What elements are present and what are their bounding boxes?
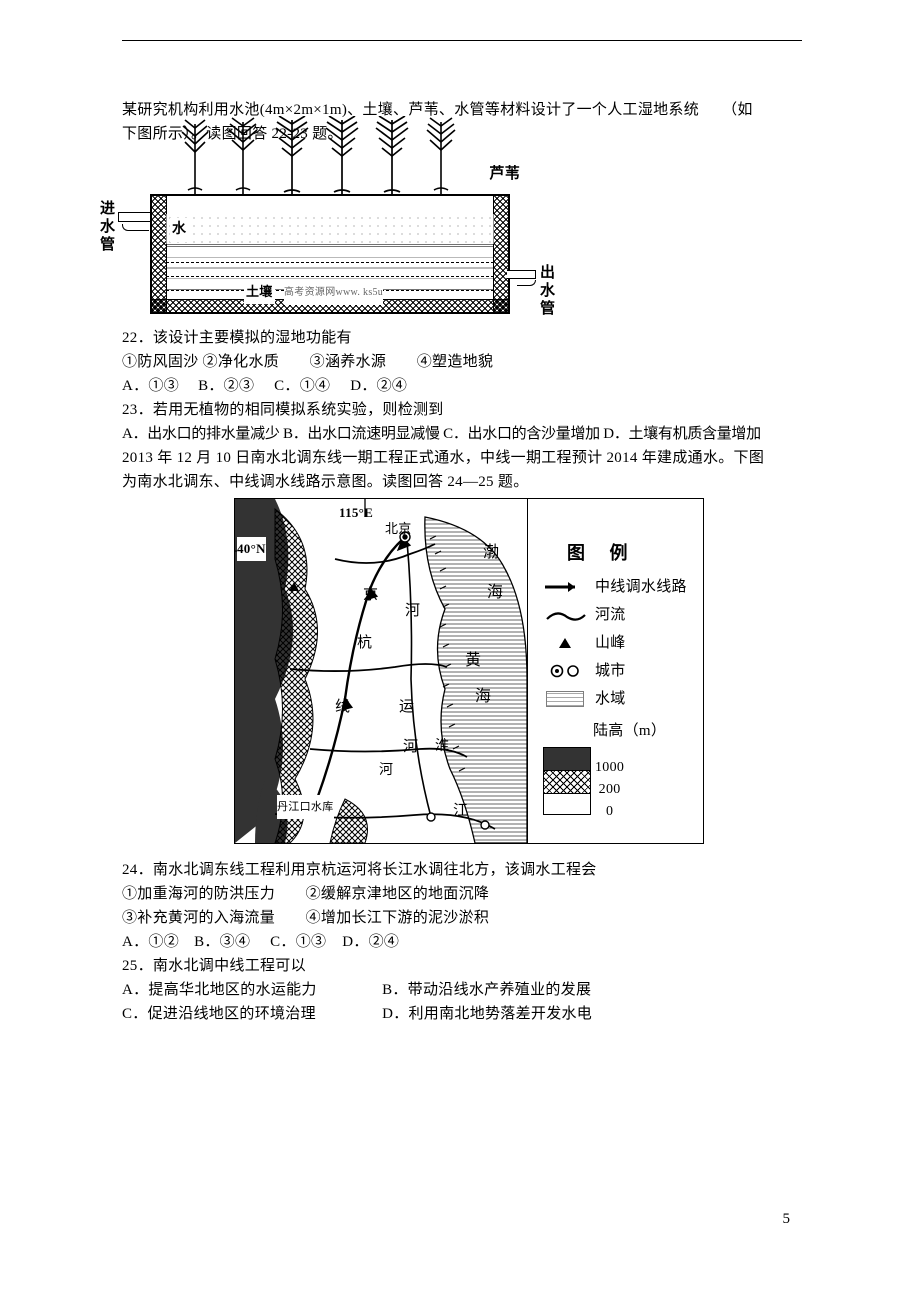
map-label-he1: 河	[405, 599, 420, 623]
alt-seg-low	[544, 794, 590, 814]
reed-2	[226, 116, 260, 194]
q25-opt-a: A．提高华北地区的水运能力	[122, 978, 378, 1002]
map-legend-panel: 图 例 中线调水线路 河流	[529, 499, 703, 843]
inlet-pipe-shape	[118, 212, 153, 222]
label-watermark: 高考资源网www. ks5u	[284, 281, 383, 305]
q22-opt-c: C．①④	[274, 374, 346, 398]
alt-seg-mid	[544, 771, 590, 794]
q22-options: A．①③ B．②③ C．①④ D．②④	[122, 374, 816, 398]
map-label-yun: 运	[399, 695, 414, 719]
page-number: 5	[783, 1211, 791, 1228]
reed-1	[178, 116, 212, 194]
legend-label-city: 城市	[595, 659, 626, 683]
route-arrow-icon	[543, 579, 587, 595]
soil-dash-1	[166, 262, 494, 264]
legend-alt-labels: 1000 200 0	[595, 757, 624, 823]
map-label-djksk: 丹江口水库	[277, 795, 334, 819]
q25-stem: 25．南水北调中线工程可以	[122, 954, 816, 978]
label-soil: 土壤	[244, 280, 275, 304]
q22-stem: 22．该设计主要模拟的湿地功能有	[122, 326, 816, 350]
q25-opt-d: D．利用南北地势落差开发水电	[382, 1002, 592, 1026]
legend-row-city: 城市	[543, 659, 626, 683]
q24-stem: 24．南水北调东线工程利用京杭运河将长江水调往北方，该调水工程会	[122, 858, 816, 882]
q24-opt-a: A．①②	[122, 930, 190, 954]
city-icon	[543, 663, 587, 679]
legend-alt-title: 陆高（m）	[593, 719, 666, 743]
q23-stem: 23．若用无植物的相同模拟系统实验，则检测到	[122, 398, 816, 422]
legend-label-water: 水域	[595, 687, 626, 711]
q24-opt-d: D．②④	[342, 930, 399, 954]
top-horizontal-rule	[122, 40, 802, 41]
reed-5	[374, 116, 410, 196]
page-content: 某研究机构利用水池(4m×2m×1m)、土壤、芦苇、水管等材料设计了一个人工湿地…	[122, 98, 816, 1026]
q23-options: A．出水口的排水量减少 B．出水口流速明显减慢 C．出水口的含沙量增加 D．土壤…	[122, 422, 816, 446]
map-label-hai1: 海	[487, 581, 503, 605]
legend-label-peak: 山峰	[595, 631, 626, 655]
q22-opt-d: D．②④	[350, 374, 407, 398]
figure-wetland-system: 进水管 芦苇 出水管 水 土壤 高考资源网www. ks5u	[100, 152, 556, 322]
map-label-he3: 河	[379, 759, 393, 783]
legend-alt-bar	[543, 747, 591, 815]
reed-6	[424, 116, 458, 194]
river-icon	[543, 607, 587, 623]
outlet-pipe-shape	[507, 270, 536, 279]
q24-opt-c: C．①③	[270, 930, 338, 954]
map-label-hang: 杭	[357, 631, 372, 655]
legend-row-route: 中线调水线路	[543, 575, 687, 599]
legend-row-river: 河流	[543, 603, 626, 627]
soil-dash-2	[166, 276, 494, 278]
label-reed: 芦苇	[489, 162, 520, 186]
legend-label-route: 中线调水线路	[595, 575, 687, 599]
map-label-beijing: 北京	[385, 517, 412, 541]
passage2-line-2: 为南水北调东、中线调水线路示意图。读图回答 24—25 题。	[122, 470, 816, 494]
q24-opt-b: B．③④	[194, 930, 266, 954]
q22-opt-a: A．①③	[122, 374, 194, 398]
figure-map-wrap: 115°E 40°N 北京 渤 海 京 河 杭 黄 海 线 运 河 淮 河 丹江…	[122, 498, 816, 852]
tank-wall-right	[493, 196, 508, 312]
map-label-xian: 线	[335, 695, 350, 719]
q25-opt-c: C．促进沿线地区的环境治理	[122, 1002, 378, 1026]
label-water: 水	[170, 218, 188, 242]
inlet-water-curve	[122, 224, 149, 231]
water-layer	[166, 214, 494, 245]
q22-opt-b: B．②③	[198, 374, 270, 398]
peak-icon	[543, 635, 587, 651]
legend-row-peak: 山峰	[543, 631, 626, 655]
map-label-huai: 淮	[435, 735, 449, 759]
label-outlet-pipe: 出水管	[540, 264, 556, 318]
map-label-jing: 京	[363, 583, 378, 607]
outlet-water-curve	[517, 280, 536, 286]
map-label-jiang: 江	[453, 799, 468, 823]
water-icon	[543, 691, 587, 707]
alt-label-0: 0	[595, 801, 624, 823]
q24-items-2: ③补充黄河的入海流量 ④增加长江下游的泥沙淤积	[122, 906, 816, 930]
q24-items-1: ①加重海河的防洪压力 ②缓解京津地区的地面沉降	[122, 882, 816, 906]
q25-row-1: A．提高华北地区的水运能力 B．带动沿线水产养殖业的发展	[122, 978, 816, 1002]
map-label-lon: 115°E	[339, 501, 373, 525]
reed-4	[324, 116, 360, 196]
legend-title: 图 例	[567, 541, 638, 565]
map-panel: 115°E 40°N 北京 渤 海 京 河 杭 黄 海 线 运 河 淮 河 丹江…	[235, 499, 528, 843]
alt-seg-high	[544, 748, 590, 771]
map-label-lat: 40°N	[237, 537, 266, 561]
map-label-huang: 黄	[465, 649, 481, 673]
map-label-he2: 河	[403, 735, 418, 759]
map-label-bo: 渤	[483, 541, 499, 565]
q22-items: ①防风固沙 ②净化水质 ③涵养水源 ④塑造地貌	[122, 350, 816, 374]
legend-row-water: 水域	[543, 687, 626, 711]
alt-label-1000: 1000	[595, 757, 624, 779]
map-label-hai2: 海	[475, 685, 491, 709]
q25-opt-b: B．带动沿线水产养殖业的发展	[382, 978, 591, 1002]
alt-label-200: 200	[595, 779, 624, 801]
reed-3	[274, 116, 310, 196]
q24-options: A．①② B．③④ C．①③ D．②④	[122, 930, 816, 954]
passage2-line-1: 2013 年 12 月 10 日南水北调东线一期工程正式通水，中线一期工程预计 …	[122, 446, 816, 470]
tank-wall-left	[152, 196, 167, 312]
q25-row-2: C．促进沿线地区的环境治理 D．利用南北地势落差开发水电	[122, 1002, 816, 1026]
label-inlet-pipe: 进水管	[100, 200, 116, 254]
figure-snwd-map: 115°E 40°N 北京 渤 海 京 河 杭 黄 海 线 运 河 淮 河 丹江…	[234, 498, 704, 844]
legend-label-river: 河流	[595, 603, 626, 627]
